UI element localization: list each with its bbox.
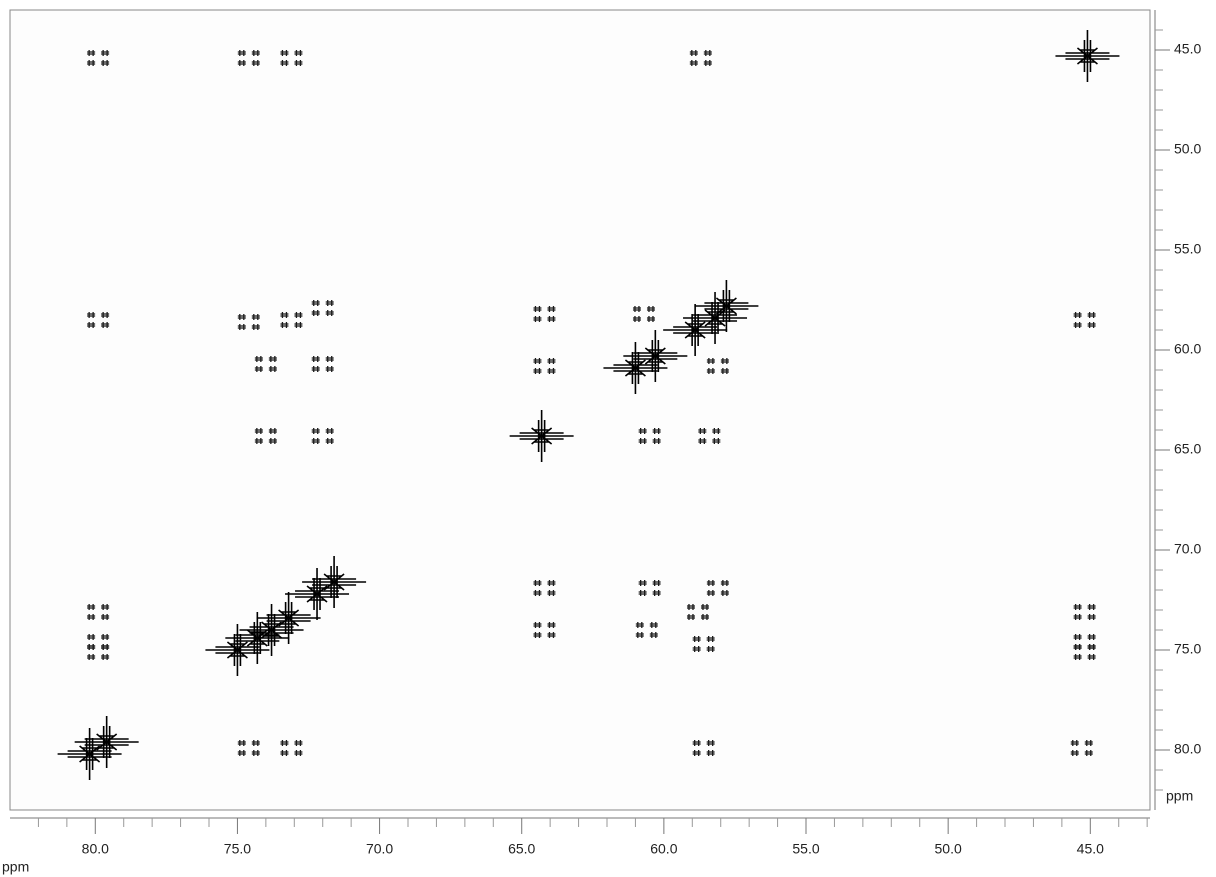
- peak: [311, 356, 334, 372]
- x-tick-label: 80.0: [82, 841, 109, 857]
- peak: [225, 612, 290, 664]
- y-tick-label: 75.0: [1174, 641, 1201, 657]
- peak: [533, 306, 556, 322]
- peak: [280, 740, 303, 756]
- peak: [74, 716, 139, 768]
- peak: [280, 50, 303, 66]
- peak: [1055, 30, 1120, 82]
- peak: [533, 358, 556, 374]
- peak: [698, 428, 721, 444]
- peak: [239, 604, 304, 656]
- peak: [509, 410, 574, 462]
- x-tick-label: 45.0: [1077, 841, 1104, 857]
- x-tick-label: 55.0: [792, 841, 819, 857]
- y-tick-label: 70.0: [1174, 541, 1201, 557]
- peak: [706, 580, 729, 596]
- y-tick-label: 50.0: [1174, 141, 1201, 157]
- peak: [254, 428, 277, 444]
- peak: [1073, 312, 1096, 328]
- plot-area: [9, 9, 1151, 811]
- peak: [57, 728, 122, 780]
- peak: [638, 580, 661, 596]
- peak: [689, 50, 712, 66]
- peak: [1073, 604, 1096, 620]
- peak: [632, 306, 655, 322]
- x-tick-label: 50.0: [935, 841, 962, 857]
- peak: [635, 622, 658, 638]
- peak: [694, 280, 759, 332]
- peak: [237, 50, 260, 66]
- peak: [87, 644, 110, 660]
- peak: [87, 604, 110, 620]
- peak: [533, 580, 556, 596]
- x-tick-label: 60.0: [650, 841, 677, 857]
- y-tick-label: 45.0: [1174, 41, 1201, 57]
- y-tick-label: 60.0: [1174, 341, 1201, 357]
- y-axis-label: ppm: [1166, 788, 1193, 804]
- x-axis-label: ppm: [2, 859, 29, 875]
- peak: [692, 636, 715, 652]
- peak: [638, 428, 661, 444]
- peak: [237, 740, 260, 756]
- peak: [686, 604, 709, 620]
- peak: [237, 314, 260, 330]
- peak: [256, 592, 321, 644]
- y-tick-label: 55.0: [1174, 241, 1201, 257]
- peak: [285, 568, 350, 620]
- peak: [1073, 644, 1096, 660]
- peak: [706, 358, 729, 374]
- peak: [87, 50, 110, 66]
- peak: [302, 556, 367, 608]
- y-tick-label: 65.0: [1174, 441, 1201, 457]
- peak: [254, 356, 277, 372]
- peak: [603, 342, 668, 394]
- x-tick-label: 65.0: [508, 841, 535, 857]
- peak: [663, 304, 728, 356]
- peak: [280, 312, 303, 328]
- peak: [683, 292, 748, 344]
- x-tick-label: 70.0: [366, 841, 393, 857]
- peak: [533, 622, 556, 638]
- peak: [1070, 740, 1093, 756]
- y-tick-label: 80.0: [1174, 741, 1201, 757]
- peak: [311, 300, 334, 316]
- x-tick-label: 75.0: [224, 841, 251, 857]
- peak: [692, 740, 715, 756]
- peak: [311, 428, 334, 444]
- peak: [623, 330, 688, 382]
- peak: [205, 624, 270, 676]
- peak: [87, 312, 110, 328]
